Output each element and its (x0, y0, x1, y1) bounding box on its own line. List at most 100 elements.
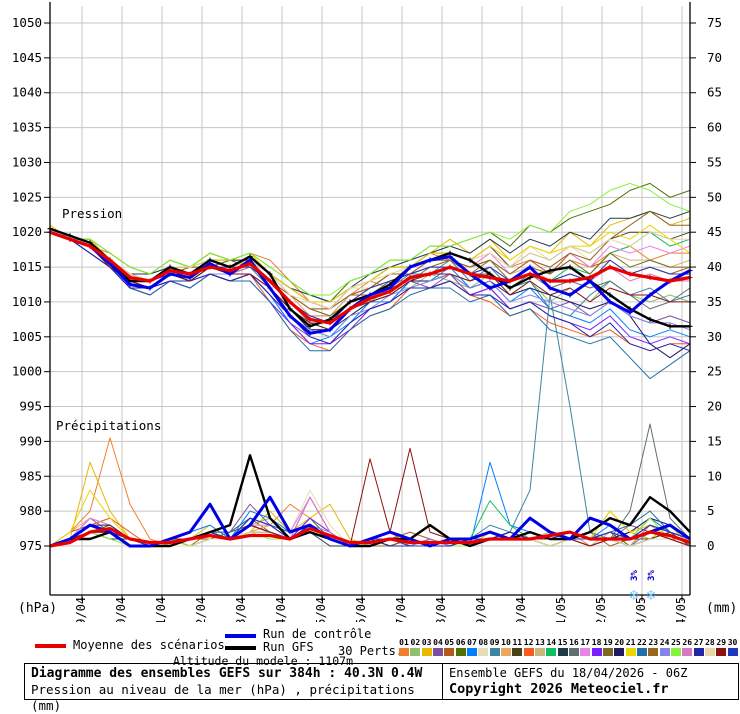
altitude-note: Altitude du modele : 1107m (173, 654, 354, 668)
precip-tick-label: 10 (707, 468, 722, 483)
pert-number-27: 27 (693, 638, 704, 647)
pert-color-square-14 (546, 648, 557, 656)
pert-color-square-29 (716, 648, 727, 656)
pert-number-26: 26 (682, 638, 693, 647)
pert-number-23: 23 (648, 638, 659, 647)
gfs-precip-line (49, 454, 691, 548)
precip-tick-label: 0 (707, 538, 715, 553)
snow-probability-label: 3% (647, 570, 657, 581)
gfs-line-swatch (225, 646, 256, 650)
precip-tick-label: 5 (707, 503, 715, 518)
pressure-tick-label: 1030 (12, 154, 42, 169)
pert-color-square-18 (591, 648, 602, 656)
pert-color-square-25 (670, 648, 681, 656)
pert-number-28: 28 (705, 638, 715, 647)
info-panel-right: Ensemble GEFS du 18/04/2026 - 06Z Copyri… (443, 664, 738, 699)
precip-tick-label: 25 (707, 364, 722, 379)
pert-number-07: 07 (467, 638, 477, 647)
pert-number-17: 17 (580, 638, 591, 647)
pressure-tick-label: 1040 (12, 85, 42, 100)
pert-number-18: 18 (591, 638, 602, 647)
pert-number-21: 21 (625, 638, 636, 647)
date-tick-label: 22/04 (194, 597, 208, 622)
pert-color-square-08 (478, 648, 489, 656)
pert-color-square-11 (512, 648, 523, 656)
pert-color-square-19 (602, 648, 613, 656)
pert-color-square-06 (455, 648, 466, 656)
pressure-tick-label: 1020 (12, 224, 42, 239)
pressure-tick-label: 1005 (12, 329, 42, 344)
precip-tick-label: 20 (707, 399, 722, 414)
pert-color-square-15 (557, 648, 568, 656)
pert-27-pressure-line (49, 231, 691, 352)
pert-number-06: 06 (455, 638, 466, 647)
pressure-tick-label: 1050 (12, 15, 42, 30)
pert-number-02: 02 (410, 638, 421, 647)
pert-color-square-30 (727, 648, 738, 656)
pert-number-24: 24 (659, 638, 670, 647)
pert-number-25: 25 (671, 638, 681, 647)
date-tick-label: 23/04 (234, 597, 248, 622)
pert-number-08: 08 (478, 638, 489, 647)
date-tick-label: 20/04 (114, 597, 128, 622)
pert-color-square-20 (614, 648, 625, 656)
mean-precip-line (49, 526, 691, 548)
legend-gfs-label: Run GFS (263, 640, 314, 654)
date-tick-label: 24/04 (274, 597, 288, 622)
date-tick-label: 03/05 (634, 597, 648, 622)
pert-number-12: 12 (523, 638, 534, 647)
snow-probability-label: 3% (630, 570, 640, 581)
pert-number-14: 14 (546, 638, 557, 647)
date-tick-label: 27/04 (394, 597, 408, 622)
precip-section-label: Précipitations (56, 418, 161, 433)
pert-color-square-12 (523, 648, 534, 656)
date-tick-label: 19/04 (74, 597, 88, 622)
date-tick-label: 02/05 (594, 597, 608, 622)
pert-number-15: 15 (557, 638, 568, 647)
precip-tick-label: 55 (707, 154, 722, 169)
pert-color-square-26 (682, 648, 693, 656)
precip-tick-label: 40 (707, 259, 722, 274)
run-info: Ensemble GEFS du 18/04/2026 - 06Z (449, 666, 688, 680)
date-tick-label: 29/04 (474, 597, 488, 622)
pert-color-square-02 (410, 648, 421, 656)
pressure-tick-label: 1000 (12, 364, 42, 379)
ensemble-spaghetti-chart: 9759809859909951000100510101015102010251… (12, 2, 737, 622)
pert-number-11: 11 (512, 638, 523, 647)
pert-color-square-05 (444, 648, 455, 656)
pert-number-16: 16 (569, 638, 579, 647)
pert-color-square-17 (580, 648, 591, 656)
pressure-tick-label: 990 (19, 433, 42, 448)
precip-tick-label: 70 (707, 50, 722, 65)
pert-color-square-22 (636, 648, 647, 656)
pert-number-30: 30 (727, 638, 738, 647)
date-tick-label: 26/04 (354, 597, 368, 622)
pressure-tick-label: 975 (19, 538, 42, 553)
precip-tick-label: 60 (707, 120, 722, 135)
pressure-tick-label: 985 (19, 468, 42, 483)
precip-tick-label: 65 (707, 85, 722, 100)
info-panel-left: Diagramme des ensembles GEFS sur 384h : … (25, 664, 443, 713)
pert-number-20: 20 (614, 638, 625, 647)
pressure-section-label: Pression (62, 206, 122, 221)
pert-number-01: 01 (399, 638, 409, 647)
precip-tick-label: 35 (707, 294, 722, 309)
pert-number-05: 05 (444, 638, 455, 647)
pert-color-square-10 (500, 648, 511, 656)
date-tick-label: 01/05 (554, 597, 568, 622)
pert-number-09: 09 (489, 638, 500, 647)
diagram-subtitle: Pression au niveau de la mer (hPa) , pré… (31, 682, 415, 713)
pert-color-square-13 (534, 648, 545, 656)
pert-color-square-23 (648, 648, 659, 656)
info-panel: Diagramme des ensembles GEFS sur 384h : … (24, 663, 739, 713)
pert-color-square-01 (399, 648, 409, 656)
pert-color-square-21 (625, 648, 636, 656)
left-axis-unit: (hPa) (18, 601, 57, 616)
precip-tick-label: 30 (707, 329, 722, 344)
precip-tick-label: 15 (707, 433, 722, 448)
perts-count-label: 30 Perts. (338, 644, 404, 658)
snowflake-icon: ❄ (646, 586, 655, 604)
pert-color-square-03 (421, 648, 432, 656)
pert-number-19: 19 (603, 638, 613, 647)
